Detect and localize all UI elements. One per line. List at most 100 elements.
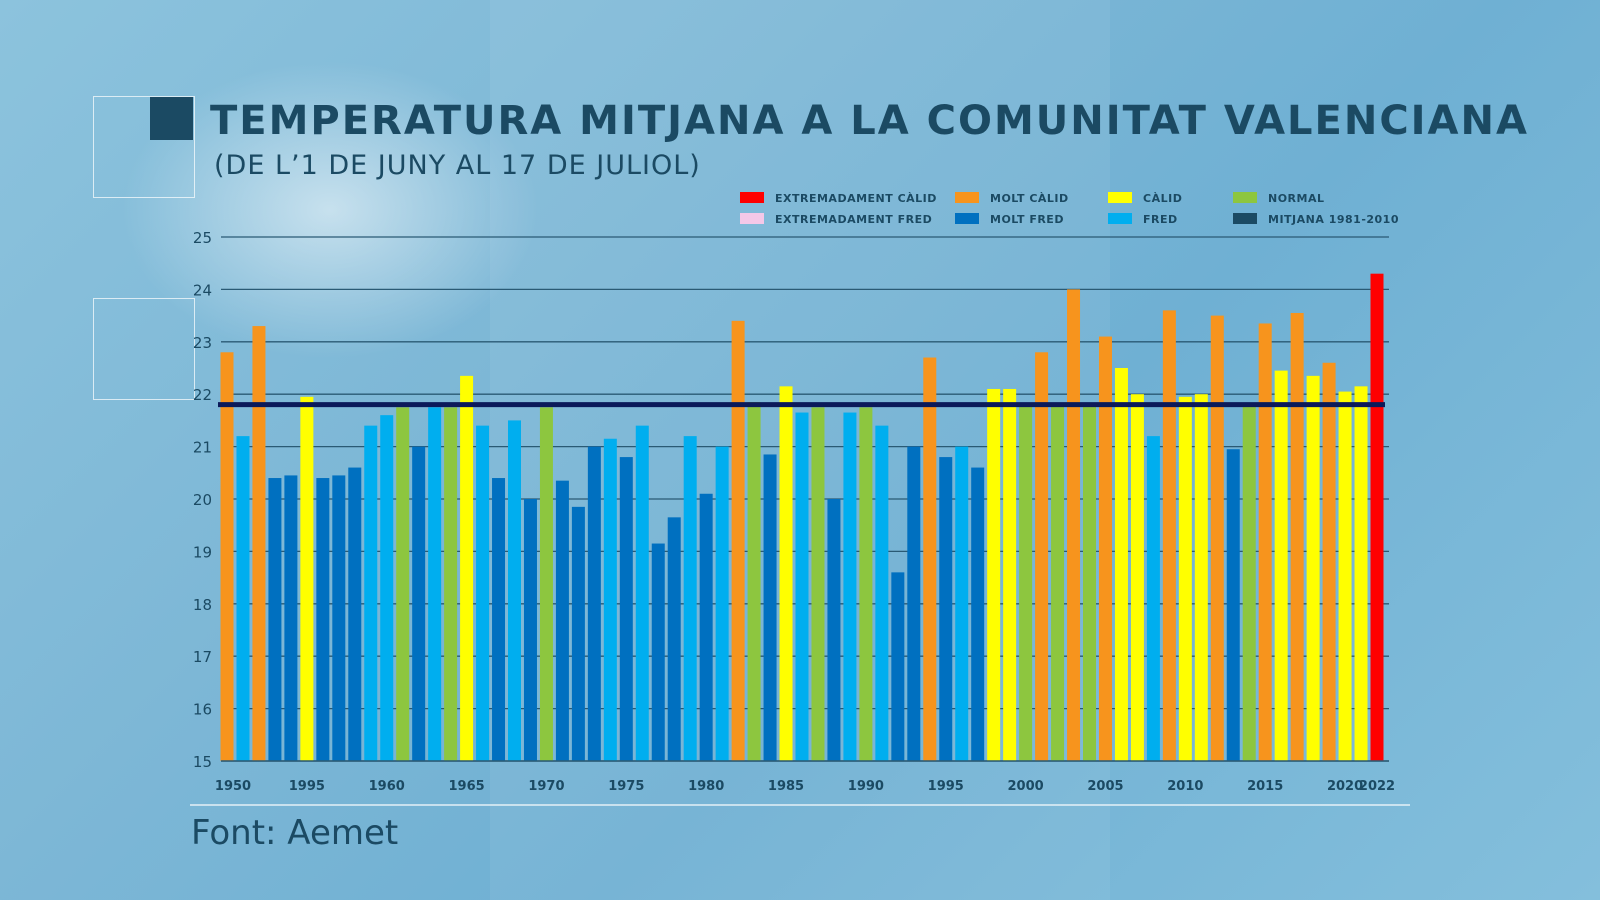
bar-1999: [1003, 388, 1017, 761]
bar-2022: [1370, 273, 1384, 761]
bar-1989: [843, 412, 857, 761]
decorative-frame: [93, 298, 195, 400]
x-tick-label: 2005: [1087, 779, 1123, 794]
bar-1964: [444, 407, 458, 761]
bar-1973: [587, 446, 601, 761]
bar-1979: [683, 436, 697, 761]
legend-label-f: FRED: [1143, 213, 1178, 226]
bar-2013: [1226, 449, 1240, 761]
y-tick-label: 15: [193, 753, 212, 771]
bar-1961: [396, 407, 410, 761]
bar-1960: [380, 415, 394, 761]
bar-1952: [252, 326, 266, 761]
bar-1957: [332, 475, 346, 761]
y-tick-label: 20: [193, 491, 212, 509]
bar-1974: [603, 438, 617, 761]
x-tick-label: 1960: [369, 779, 405, 794]
x-tick-label: 1990: [848, 779, 884, 794]
bar-1980: [699, 493, 713, 761]
y-tick-label: 24: [193, 281, 212, 299]
bar-1984: [763, 454, 777, 761]
bar-1977: [651, 543, 665, 761]
legend-label-ec: EXTREMADAMENT CÀLID: [775, 192, 937, 205]
legend-label-n: NORMAL: [1268, 192, 1325, 205]
bar-1985: [779, 386, 793, 761]
decorative-frame: [93, 96, 195, 198]
bar-1970: [539, 407, 553, 761]
y-tick-label: 16: [193, 701, 212, 719]
x-tick-label: 2020: [1327, 779, 1363, 794]
x-tick-label: 1950: [215, 779, 251, 794]
legend-swatch-ef: [740, 213, 764, 224]
legend-swatch-mc: [955, 192, 979, 203]
bar-2003: [1067, 289, 1081, 761]
bar-2004: [1083, 404, 1096, 761]
legend-swatch-f: [1108, 213, 1132, 224]
bar-1996: [955, 446, 969, 761]
legend-label-mf: MOLT FRED: [990, 213, 1064, 226]
bar-2002: [1051, 404, 1065, 761]
y-tick-label: 17: [193, 648, 212, 666]
bar-1990: [859, 407, 873, 761]
bar-2018: [1306, 375, 1320, 761]
source-note: Font: Aemet: [191, 813, 399, 853]
x-tick-label: 1970: [528, 779, 564, 794]
bar-1982: [731, 320, 745, 761]
bar-1987: [811, 407, 825, 761]
bar-1959: [364, 425, 378, 761]
bar-1971: [555, 480, 569, 761]
bar-2017: [1290, 312, 1304, 761]
legend-label-avg: MITJANA 1981-2010: [1268, 213, 1399, 226]
bar-2016: [1274, 370, 1288, 761]
y-tick-label: 23: [193, 334, 212, 352]
x-tick-label: 1965: [448, 779, 484, 794]
bar-1967: [492, 478, 506, 761]
bar-2007: [1130, 394, 1144, 761]
y-tick-label: 22: [193, 386, 212, 404]
bar-2009: [1162, 310, 1176, 761]
bar-2012: [1210, 315, 1224, 761]
x-tick-label: 1985: [768, 779, 804, 794]
bar-2010: [1178, 396, 1192, 761]
bar-1992: [891, 572, 905, 761]
bar-1953: [268, 478, 282, 761]
bar-1969: [523, 499, 537, 761]
bar-1951: [236, 436, 250, 761]
x-tick-label: 2010: [1167, 779, 1203, 794]
y-tick-label: 19: [193, 543, 212, 561]
legend-label-mc: MOLT CÀLID: [990, 192, 1069, 205]
bar-1975: [619, 457, 633, 761]
bar-2005: [1098, 336, 1112, 761]
bar-1965: [460, 375, 474, 761]
legend-swatch-n: [1233, 192, 1257, 203]
y-tick-label: 18: [193, 596, 212, 614]
x-tick-label: 1975: [608, 779, 644, 794]
y-tick-label: 25: [193, 229, 212, 247]
bar-1983: [747, 402, 761, 761]
bar-1976: [635, 425, 649, 761]
bar-2008: [1146, 436, 1160, 761]
bar-1981: [715, 446, 729, 761]
bar-1994: [923, 357, 937, 761]
bar-1962: [412, 446, 426, 761]
bar-1988: [827, 499, 841, 761]
x-tick-label: 2000: [1008, 779, 1044, 794]
bar-2001: [1035, 352, 1049, 761]
legend-swatch-c: [1108, 192, 1132, 203]
legend-label-c: CÀLID: [1143, 192, 1182, 205]
bar-1997: [971, 467, 985, 761]
chart-subtitle: (DE L’1 DE JUNY AL 17 DE JULIOL): [214, 150, 701, 181]
bar-2006: [1114, 368, 1128, 761]
bar-2019: [1322, 362, 1336, 761]
bar-1954: [284, 475, 298, 761]
bar-1958: [348, 467, 362, 761]
bar-1993: [907, 446, 921, 761]
bar-2020: [1338, 391, 1352, 761]
title-square-icon: [150, 97, 193, 140]
y-tick-label: 21: [193, 439, 212, 457]
bar-1972: [571, 506, 585, 761]
bar-1986: [795, 412, 809, 761]
legend-swatch-ec: [740, 192, 764, 203]
bar-1978: [667, 517, 681, 761]
